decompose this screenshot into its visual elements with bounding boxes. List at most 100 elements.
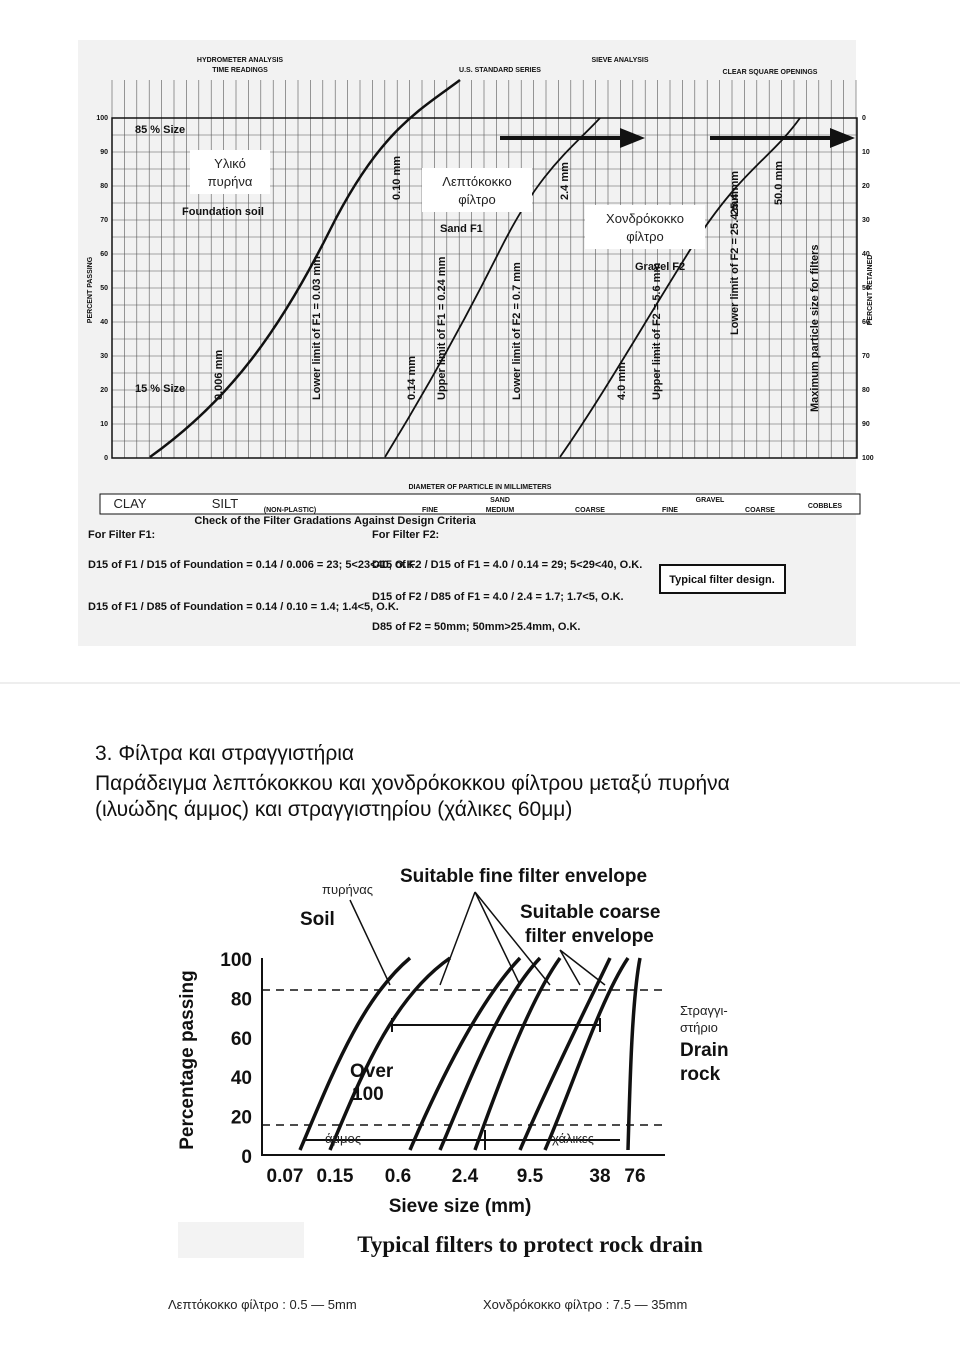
d50: 50.0 mm (773, 161, 785, 205)
5: 0 (241, 1147, 252, 1168)
1: στήριο (680, 1020, 718, 1035)
1: 80 (231, 989, 252, 1010)
2: 20 (100, 387, 108, 394)
soil: Soil (300, 909, 335, 930)
gravel-gr: χάλικες (552, 1131, 594, 1146)
line2: (ιλυώδης άμμος) και στραγγιστηρίου (χάλι… (95, 798, 572, 821)
5: 50 (100, 285, 108, 292)
0: 0 (104, 455, 108, 462)
line1: Παράδειγμα λεπτόκοκκου και χονδρόκοκκου … (95, 772, 730, 795)
d014: 0.14 mm (406, 356, 418, 400)
4: FINE (422, 507, 438, 514)
3: 30 (100, 353, 108, 360)
10: 100 (96, 115, 108, 122)
d24: 2.4 mm (559, 162, 571, 200)
max: Maximum particle size for filters (809, 245, 821, 413)
overlay-box (190, 150, 270, 194)
y-left-label: PERCENT PASSING (87, 256, 94, 323)
3: 2.4 (452, 1166, 479, 1187)
caption: Typical filter design. (669, 574, 775, 586)
eq4: D15 of F2 / D85 of F1 = 4.0 / 2.4 = 1.7;… (372, 591, 624, 603)
1: 0.15 (317, 1166, 354, 1187)
x-label: Sieve size (mm) (389, 1196, 532, 1217)
f2: For Filter F2: (372, 529, 439, 541)
1: φίλτρο (458, 192, 496, 207)
0: Over (350, 1061, 394, 1082)
3: 40 (231, 1068, 252, 1089)
time-readings: TIME READINGS (212, 67, 268, 74)
0: CLAY (114, 496, 147, 511)
0: Στραγγι- (680, 1003, 728, 1018)
eq1: D15 of F1 / D15 of Foundation = 0.14 / 0… (88, 559, 418, 571)
5: 38 (589, 1166, 610, 1187)
8: 20 (862, 183, 870, 190)
d010: 0.10 mm (391, 156, 403, 200)
caption: Typical filters to protect rock drain (357, 1232, 703, 1257)
0: 100 (220, 950, 252, 971)
title: Check of the Filter Gradations Against D… (194, 515, 476, 527)
coarse1: Suitable coarse (520, 902, 660, 923)
lower-f2: Lower limit of F2 = 0.7 mm (511, 262, 523, 400)
d254: 25.4 mm (729, 171, 741, 215)
1: SILT (212, 496, 239, 511)
axes (261, 958, 665, 1156)
7: 30 (862, 217, 870, 224)
fine: Suitable fine filter envelope (400, 866, 647, 887)
1: rock (680, 1064, 721, 1085)
10: 0 (862, 115, 866, 122)
clear: CLEAR SQUARE OPENINGS (723, 69, 818, 76)
1: πυρήνα (208, 174, 253, 189)
0: Χονδρόκοκκο (606, 211, 684, 226)
coarse2: filter envelope (525, 926, 654, 947)
foundation-curve (149, 78, 461, 459)
size15: 15 % Size (135, 383, 185, 395)
sand-curve (384, 117, 601, 458)
plot-frame (111, 117, 858, 459)
coarse: Χονδρόκοκκο φίλτρο : 7.5 — 35mm (483, 1297, 687, 1312)
1: 10 (100, 421, 108, 428)
6: 60 (100, 251, 108, 258)
fine: Λεπτόκοκκο φίλτρο : 0.5 — 5mm (168, 1297, 357, 1312)
sand: Sand F1 (440, 223, 483, 235)
hydrometer: HYDROMETER ANALYSIS (197, 57, 284, 64)
x-label: DIAMETER OF PARTICLE IN MILLIMETERS (409, 484, 552, 491)
1: 100 (352, 1084, 384, 1105)
9: 10 (862, 149, 870, 156)
overlay-box (585, 205, 705, 249)
eq3: D15 of F2 / D15 of F1 = 4.0 / 0.14 = 29;… (372, 559, 642, 571)
upper-f1: Upper limit of F1 = 0.24 mm (436, 256, 448, 400)
0: 100 (862, 455, 874, 462)
gravel: Gravel F2 (635, 261, 685, 273)
lower-f2b: Lower limit of F2 = 25.4 mm (729, 191, 741, 335)
pointer-lines (349, 891, 606, 986)
eq2: D15 of F1 / D85 of Foundation = 0.14 / 0… (88, 601, 399, 613)
2: (NON-PLASTIC) (264, 507, 317, 514)
eq5: D85 of F2 = 50mm; 50mm>25.4mm, O.K. (372, 621, 580, 633)
class-bar (99, 493, 861, 515)
arrow-heads (620, 128, 855, 148)
caption-box (659, 564, 786, 594)
8: FINE (662, 507, 678, 514)
1: 90 (862, 421, 870, 428)
6: COARSE (575, 507, 605, 514)
7: 70 (100, 217, 108, 224)
heading: 3. Φίλτρα και στραγγιστήρια (95, 742, 354, 765)
lower-f1: Lower limit of F1 = 0.03 mm (311, 256, 323, 400)
f1: For Filter F1: (88, 529, 155, 541)
upper-f2: Upper limit of F2 = 5.6 mm (651, 263, 663, 400)
2: 60 (231, 1029, 252, 1050)
sand-gr: άμμος (325, 1131, 361, 1146)
5: 50 (862, 285, 870, 292)
limit-lines (262, 989, 665, 1126)
sieve: SIEVE ANALYSIS (591, 57, 648, 64)
foundation: Foundation soil (182, 206, 264, 218)
overlay-box (422, 168, 532, 212)
0: 0.07 (267, 1166, 304, 1187)
3: 70 (862, 353, 870, 360)
9: COARSE (745, 507, 775, 514)
4: 40 (100, 319, 108, 326)
envelope-arrows (305, 1018, 620, 1150)
scan-patch (178, 1222, 304, 1258)
4: 9.5 (517, 1166, 544, 1187)
